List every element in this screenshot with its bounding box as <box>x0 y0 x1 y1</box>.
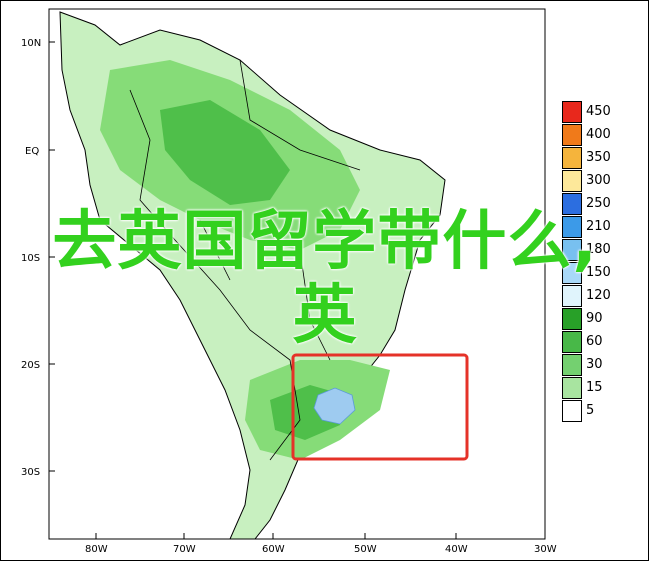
legend-swatch <box>562 354 582 376</box>
legend-label: 90 <box>586 311 603 326</box>
legend-row: 5 <box>562 400 642 422</box>
legend-label: 250 <box>586 196 611 211</box>
legend-row: 210 <box>562 216 642 238</box>
latitude-axis: 10N EQ 10S 20S 30S <box>21 38 55 478</box>
precip-region-blue <box>313 387 356 425</box>
legend-row: 180 <box>562 239 642 261</box>
legend-row: 30 <box>562 354 642 376</box>
legend-label: 5 <box>586 403 595 418</box>
legend-label: 210 <box>586 219 611 234</box>
legend-label: 30 <box>586 357 603 372</box>
lat-label-10n: 10N <box>21 38 41 49</box>
lon-label-40w: 40W <box>445 544 468 555</box>
lon-label-30w: 30W <box>534 544 557 555</box>
lat-label-20s: 20S <box>21 360 40 371</box>
precip-region-dark <box>160 100 290 205</box>
legend-label: 150 <box>586 265 611 280</box>
lat-label-10s: 10S <box>21 253 40 264</box>
lat-label-30s: 30S <box>21 467 40 478</box>
legend-swatch <box>562 377 582 399</box>
legend-label: 300 <box>586 173 611 188</box>
legend-row: 15 <box>562 377 642 399</box>
country-borders <box>129 59 361 461</box>
legend-swatch <box>562 193 582 215</box>
legend-row: 150 <box>562 262 642 284</box>
legend-row: 350 <box>562 147 642 169</box>
legend-label: 400 <box>586 127 611 142</box>
legend-swatch <box>562 285 582 307</box>
legend-swatch <box>562 101 582 123</box>
legend-swatch <box>562 124 582 146</box>
legend-swatch <box>562 400 582 422</box>
legend-swatch <box>562 308 582 330</box>
legend-swatch <box>562 170 582 192</box>
legend-label: 15 <box>586 380 603 395</box>
legend-row: 450 <box>562 101 642 123</box>
legend-row: 90 <box>562 308 642 330</box>
legend-label: 60 <box>586 334 603 349</box>
lon-label-80w: 80W <box>85 544 108 555</box>
legend-swatch <box>562 239 582 261</box>
legend-label: 180 <box>586 242 611 257</box>
lon-label-50w: 50W <box>354 544 377 555</box>
lat-label-eq: EQ <box>25 146 39 157</box>
legend-row: 60 <box>562 331 642 353</box>
legend-swatch <box>562 331 582 353</box>
legend-swatch <box>562 216 582 238</box>
lon-label-60w: 60W <box>262 544 285 555</box>
legend-row: 120 <box>562 285 642 307</box>
legend-label: 120 <box>586 288 611 303</box>
legend-label: 350 <box>586 150 611 165</box>
legend-swatch <box>562 262 582 284</box>
legend-swatch <box>562 147 582 169</box>
legend-row: 400 <box>562 124 642 146</box>
legend-row: 250 <box>562 193 642 215</box>
legend-label: 450 <box>586 104 611 119</box>
lon-label-70w: 70W <box>173 544 196 555</box>
longitude-axis: 80W 70W 60W 50W 40W 30W <box>85 533 557 555</box>
overlay-title: 去英国留学带什么,英 <box>52 205 598 353</box>
legend-row: 300 <box>562 170 642 192</box>
highlight-box <box>291 353 469 461</box>
